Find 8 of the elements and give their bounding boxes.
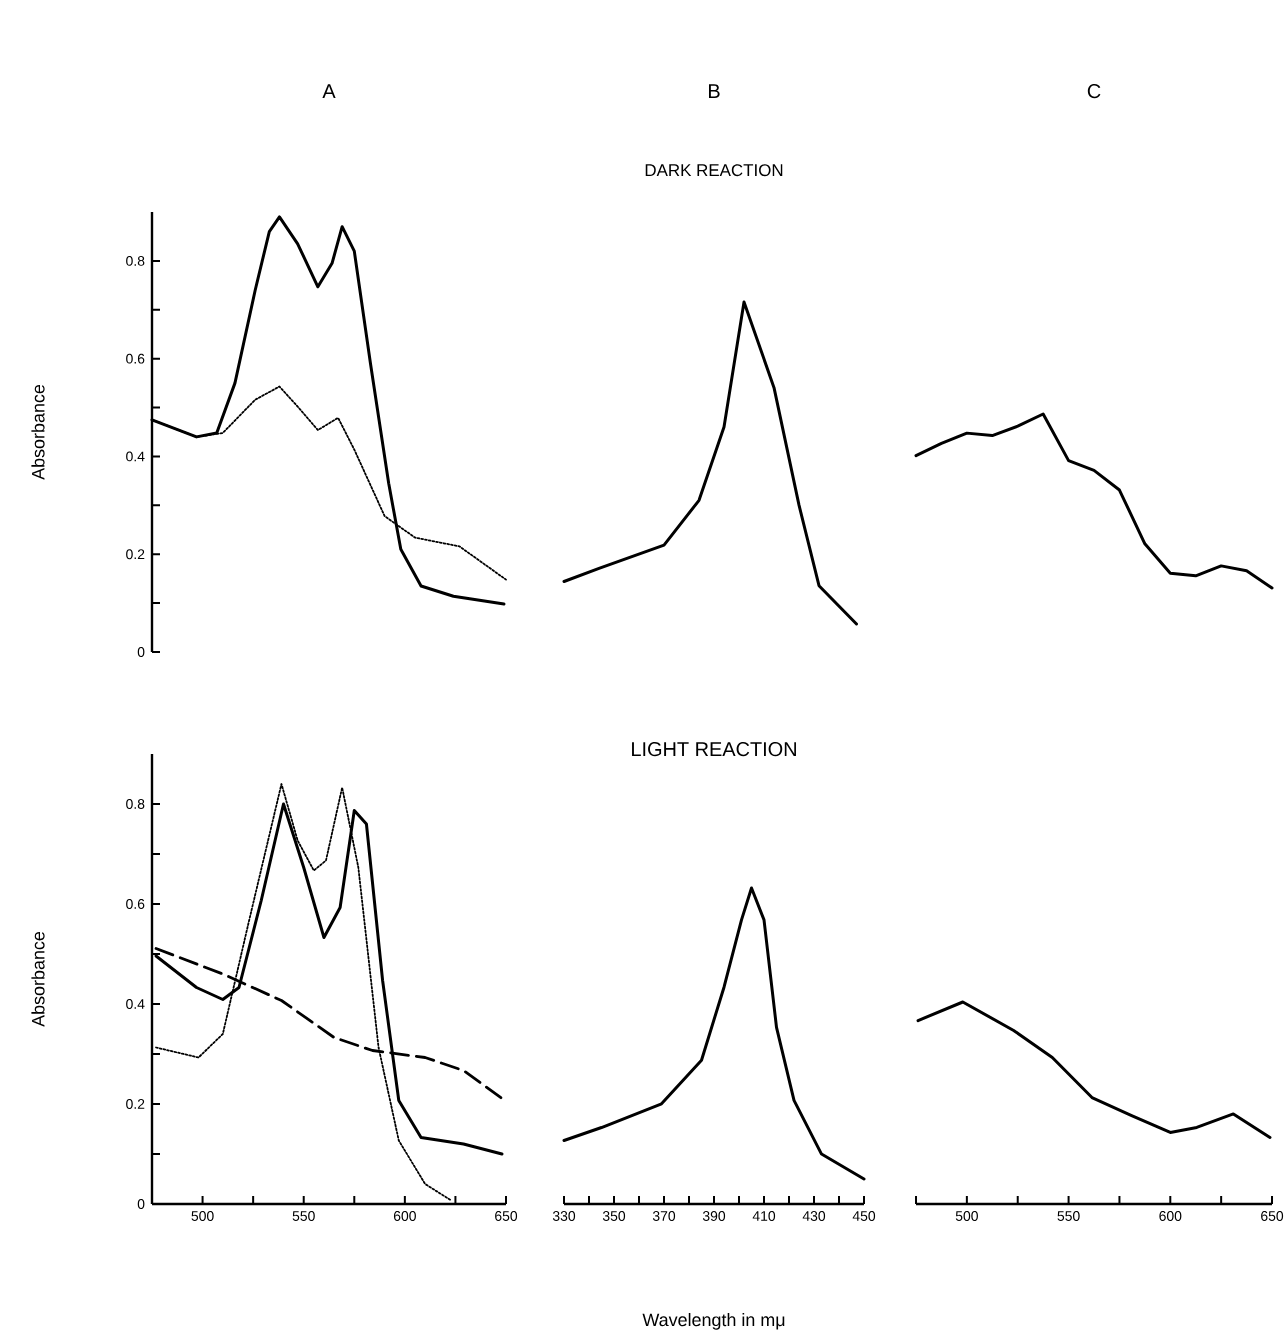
x-axis-title: Wavelength in mμ xyxy=(642,1313,785,1330)
chart-title: LIGHT REACTION xyxy=(632,742,796,757)
chart-title: C xyxy=(1087,84,1101,99)
y-axis-title: Absorbance xyxy=(31,384,45,480)
y-axis-title: Absorbance xyxy=(31,931,45,1027)
chart-title: A xyxy=(322,84,336,98)
chart-subtitle: DARK REACTION xyxy=(645,164,783,177)
chart-title: B xyxy=(708,84,720,98)
